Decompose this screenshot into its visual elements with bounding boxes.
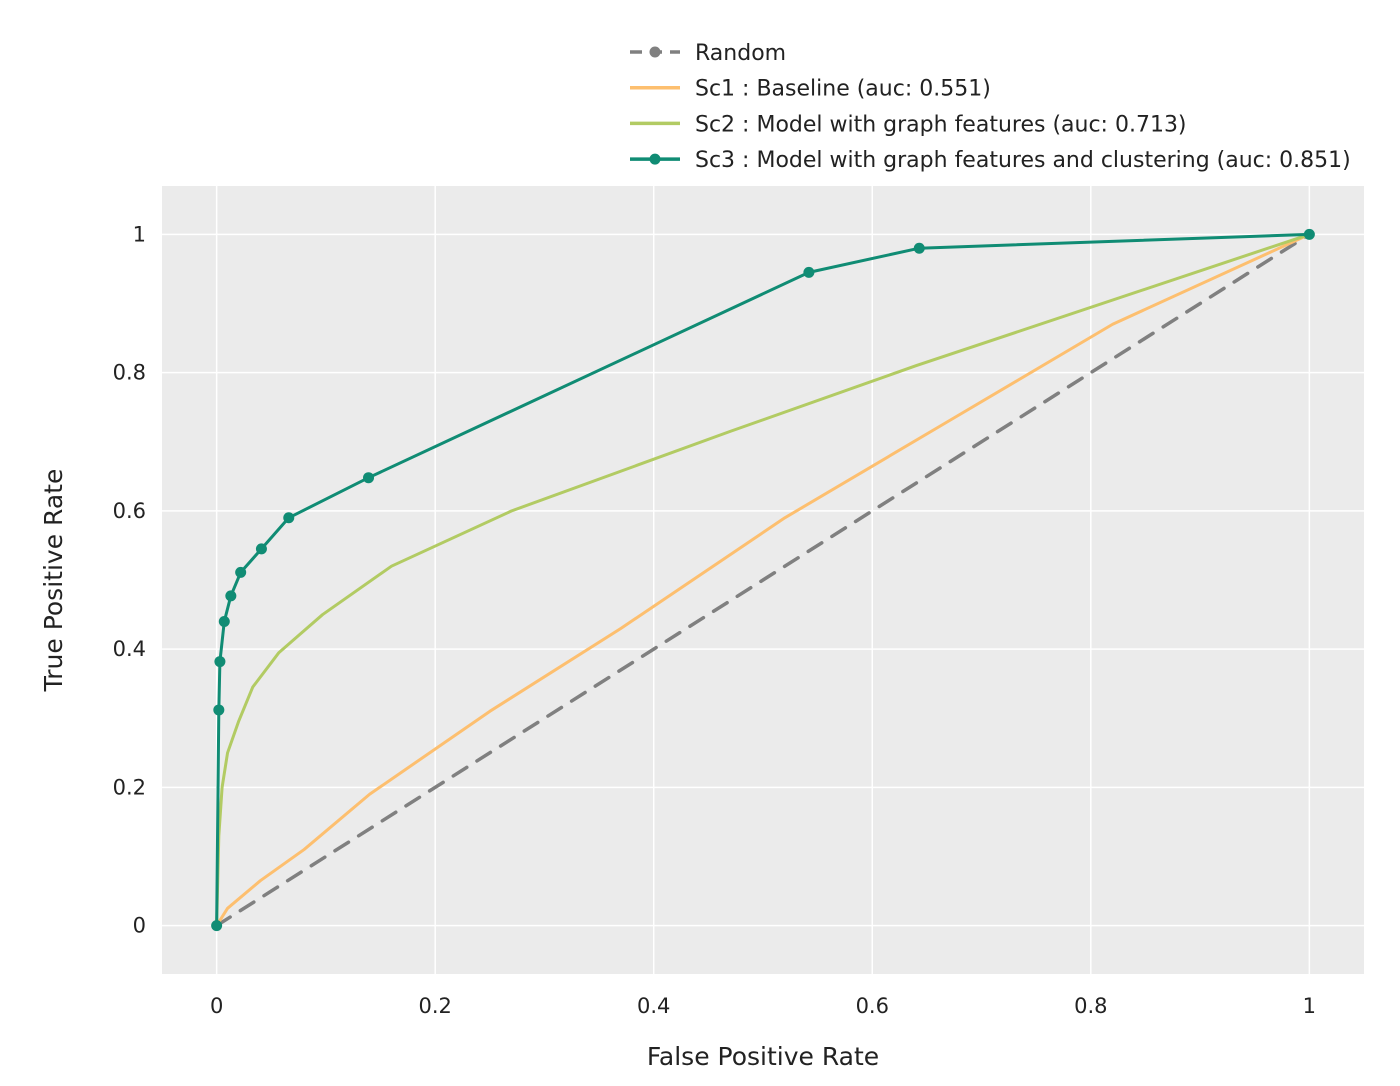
y-tick-label: 0.4	[113, 637, 146, 661]
legend-label: Random	[695, 41, 786, 66]
x-axis-title: False Positive Rate	[647, 1042, 879, 1071]
data-point-marker[interactable]	[213, 704, 225, 716]
y-tick-label: 0	[133, 914, 146, 938]
y-tick-label: 0.6	[113, 499, 146, 523]
data-point-marker[interactable]	[363, 472, 375, 484]
legend-label: Sc1 : Baseline (auc: 0.551)	[695, 77, 991, 102]
x-tick-label: 0.6	[856, 994, 889, 1018]
legend-item-0[interactable]: Random	[630, 41, 786, 66]
legend-item-3[interactable]: Sc3 : Model with graph features and clus…	[630, 148, 1351, 173]
series-line-3	[215, 232, 1311, 928]
data-point-marker[interactable]	[1303, 228, 1315, 240]
legend-swatch-marker	[649, 46, 661, 58]
series-line-1	[215, 232, 1311, 928]
data-point-marker[interactable]	[283, 512, 295, 524]
legend[interactable]: Random Sc1 : Baseline (auc: 0.551) Sc2 : M…	[630, 41, 1351, 173]
grid-lines	[162, 186, 1364, 974]
series-line-0	[214, 232, 1312, 928]
x-tick-label: 0.4	[637, 994, 670, 1018]
x-tick-label: 1	[1303, 994, 1316, 1018]
data-point-marker[interactable]	[211, 920, 223, 932]
data-point-marker[interactable]	[218, 615, 230, 627]
y-tick-label: 0.8	[113, 361, 146, 385]
data-point-marker[interactable]	[803, 266, 815, 278]
data-point-marker[interactable]	[225, 590, 237, 602]
y-tick-label: 1	[133, 222, 146, 246]
y-axis-title: True Positive Rate	[39, 469, 68, 693]
data-point-marker[interactable]	[235, 566, 247, 578]
x-tick-label: 0	[210, 994, 223, 1018]
data-point-marker[interactable]	[255, 543, 267, 555]
legend-label: Sc3 : Model with graph features and clus…	[695, 148, 1351, 173]
legend-swatch-marker	[649, 153, 661, 165]
legend-item-2[interactable]: Sc2 : Model with graph features (auc: 0.…	[630, 112, 1187, 137]
y-tick-label: 0.2	[113, 775, 146, 799]
series-layer	[211, 228, 1315, 932]
legend-label: Sc2 : Model with graph features (auc: 0.…	[695, 112, 1187, 137]
x-tick-label: 0.8	[1074, 994, 1107, 1018]
data-point-marker[interactable]	[913, 242, 925, 254]
x-tick-label: 0.2	[418, 994, 451, 1018]
legend-item-1[interactable]: Sc1 : Baseline (auc: 0.551)	[630, 77, 991, 102]
tick-labels: 0 0.2 0.4 0.6 0.8 1 0 0.2 0.4 0.6 0.8 1	[113, 222, 1316, 1018]
series-line-2	[215, 232, 1311, 928]
data-point-marker[interactable]	[214, 656, 226, 668]
